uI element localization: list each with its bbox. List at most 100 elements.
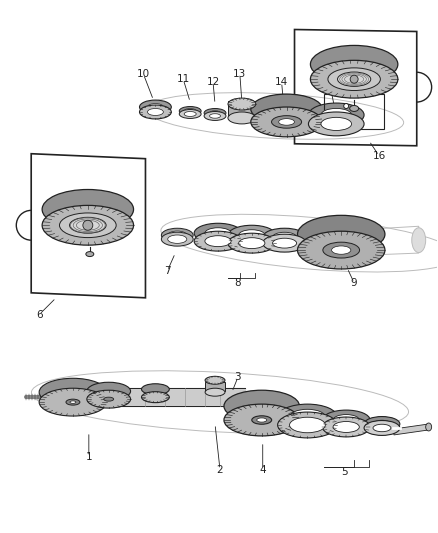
Ellipse shape bbox=[205, 228, 231, 239]
Ellipse shape bbox=[257, 418, 267, 422]
Ellipse shape bbox=[66, 399, 80, 405]
Ellipse shape bbox=[140, 105, 171, 119]
Ellipse shape bbox=[205, 388, 225, 396]
Ellipse shape bbox=[228, 233, 276, 253]
Ellipse shape bbox=[338, 72, 371, 86]
Ellipse shape bbox=[308, 103, 364, 127]
Ellipse shape bbox=[161, 228, 193, 242]
Ellipse shape bbox=[205, 376, 225, 384]
Ellipse shape bbox=[272, 116, 302, 128]
Text: 12: 12 bbox=[206, 77, 220, 87]
Ellipse shape bbox=[70, 401, 76, 403]
Ellipse shape bbox=[373, 424, 391, 432]
Ellipse shape bbox=[228, 112, 256, 124]
Ellipse shape bbox=[272, 232, 297, 242]
Ellipse shape bbox=[140, 100, 171, 114]
Ellipse shape bbox=[104, 397, 114, 401]
Text: 7: 7 bbox=[164, 266, 171, 276]
Ellipse shape bbox=[184, 111, 196, 116]
Polygon shape bbox=[394, 424, 429, 435]
Ellipse shape bbox=[148, 109, 163, 116]
Text: 3: 3 bbox=[235, 372, 241, 382]
Polygon shape bbox=[228, 101, 256, 115]
Ellipse shape bbox=[321, 117, 352, 131]
Ellipse shape bbox=[39, 388, 107, 416]
Ellipse shape bbox=[70, 217, 106, 233]
Ellipse shape bbox=[251, 94, 322, 124]
Ellipse shape bbox=[87, 382, 131, 400]
Ellipse shape bbox=[86, 252, 94, 256]
Ellipse shape bbox=[209, 111, 220, 115]
Ellipse shape bbox=[290, 409, 325, 425]
Bar bbox=[324, 94, 384, 129]
Ellipse shape bbox=[224, 390, 300, 422]
Text: 14: 14 bbox=[275, 77, 288, 87]
Ellipse shape bbox=[263, 234, 307, 252]
Ellipse shape bbox=[297, 215, 385, 253]
Ellipse shape bbox=[148, 103, 163, 110]
Ellipse shape bbox=[333, 422, 359, 432]
Ellipse shape bbox=[42, 205, 134, 245]
Ellipse shape bbox=[204, 111, 226, 120]
Text: 13: 13 bbox=[233, 69, 247, 79]
Ellipse shape bbox=[328, 68, 380, 91]
Ellipse shape bbox=[278, 404, 337, 430]
Ellipse shape bbox=[194, 223, 242, 243]
Ellipse shape bbox=[373, 420, 391, 427]
Text: 6: 6 bbox=[36, 310, 42, 320]
Ellipse shape bbox=[333, 415, 359, 425]
Ellipse shape bbox=[412, 228, 426, 253]
Circle shape bbox=[350, 75, 358, 83]
Ellipse shape bbox=[205, 236, 231, 247]
Ellipse shape bbox=[251, 107, 322, 137]
Ellipse shape bbox=[209, 114, 220, 118]
Ellipse shape bbox=[290, 417, 325, 433]
Ellipse shape bbox=[322, 410, 370, 430]
Ellipse shape bbox=[168, 235, 187, 244]
Ellipse shape bbox=[321, 108, 352, 122]
Ellipse shape bbox=[426, 423, 431, 431]
Ellipse shape bbox=[168, 231, 187, 239]
Ellipse shape bbox=[308, 112, 364, 136]
Ellipse shape bbox=[39, 378, 107, 406]
Text: 9: 9 bbox=[351, 278, 357, 288]
Ellipse shape bbox=[194, 231, 242, 251]
Ellipse shape bbox=[364, 421, 400, 435]
Text: 4: 4 bbox=[259, 465, 266, 475]
Ellipse shape bbox=[239, 238, 265, 248]
Text: 2: 2 bbox=[217, 465, 223, 475]
Ellipse shape bbox=[279, 119, 294, 125]
Ellipse shape bbox=[42, 190, 134, 229]
Ellipse shape bbox=[350, 106, 359, 111]
Ellipse shape bbox=[204, 109, 226, 117]
Circle shape bbox=[344, 103, 349, 109]
Ellipse shape bbox=[87, 390, 131, 408]
Ellipse shape bbox=[322, 417, 370, 437]
Ellipse shape bbox=[161, 232, 193, 246]
Ellipse shape bbox=[311, 45, 398, 83]
Ellipse shape bbox=[311, 60, 398, 98]
Ellipse shape bbox=[228, 225, 276, 245]
Ellipse shape bbox=[323, 242, 360, 258]
Ellipse shape bbox=[141, 392, 170, 402]
Ellipse shape bbox=[364, 417, 400, 431]
Ellipse shape bbox=[252, 416, 272, 424]
Ellipse shape bbox=[60, 213, 116, 238]
Ellipse shape bbox=[224, 404, 300, 436]
Text: 5: 5 bbox=[341, 467, 347, 477]
Text: 16: 16 bbox=[372, 151, 385, 161]
Ellipse shape bbox=[179, 107, 201, 116]
Ellipse shape bbox=[184, 109, 196, 114]
Ellipse shape bbox=[228, 98, 256, 110]
Text: 11: 11 bbox=[177, 74, 190, 84]
Polygon shape bbox=[205, 382, 225, 391]
Text: 15: 15 bbox=[323, 77, 336, 87]
Text: 1: 1 bbox=[85, 452, 92, 462]
Text: 8: 8 bbox=[235, 278, 241, 288]
Ellipse shape bbox=[179, 109, 201, 118]
Ellipse shape bbox=[278, 412, 337, 438]
Ellipse shape bbox=[263, 228, 307, 246]
Ellipse shape bbox=[297, 231, 385, 269]
Ellipse shape bbox=[239, 230, 265, 241]
Ellipse shape bbox=[332, 246, 351, 254]
